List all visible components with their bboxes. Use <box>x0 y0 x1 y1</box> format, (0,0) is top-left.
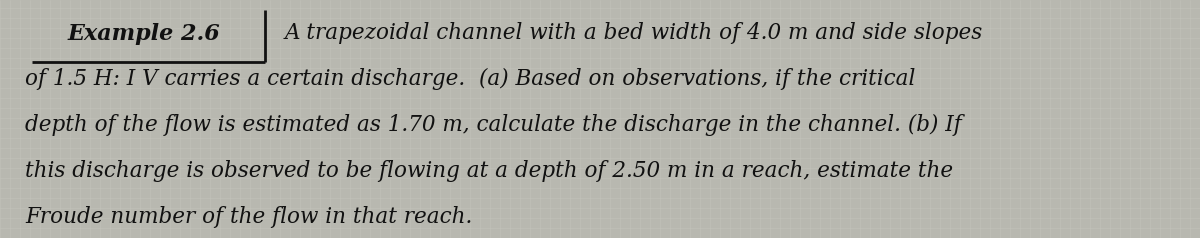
Text: this discharge is observed to be flowing at a depth of 2.50 m in a reach, estima: this discharge is observed to be flowing… <box>25 160 953 182</box>
Text: A trapezoidal channel with a bed width of 4.0 m and side slopes: A trapezoidal channel with a bed width o… <box>286 22 983 44</box>
Text: Example 2.6: Example 2.6 <box>67 23 220 45</box>
Text: of 1.5 H: I V carries a certain discharge.  (a) Based on observations, if the cr: of 1.5 H: I V carries a certain discharg… <box>25 68 916 90</box>
Text: Froude number of the flow in that reach.: Froude number of the flow in that reach. <box>25 206 473 228</box>
Text: depth of the flow is estimated as 1.70 m, calculate the discharge in the channel: depth of the flow is estimated as 1.70 m… <box>25 114 961 136</box>
